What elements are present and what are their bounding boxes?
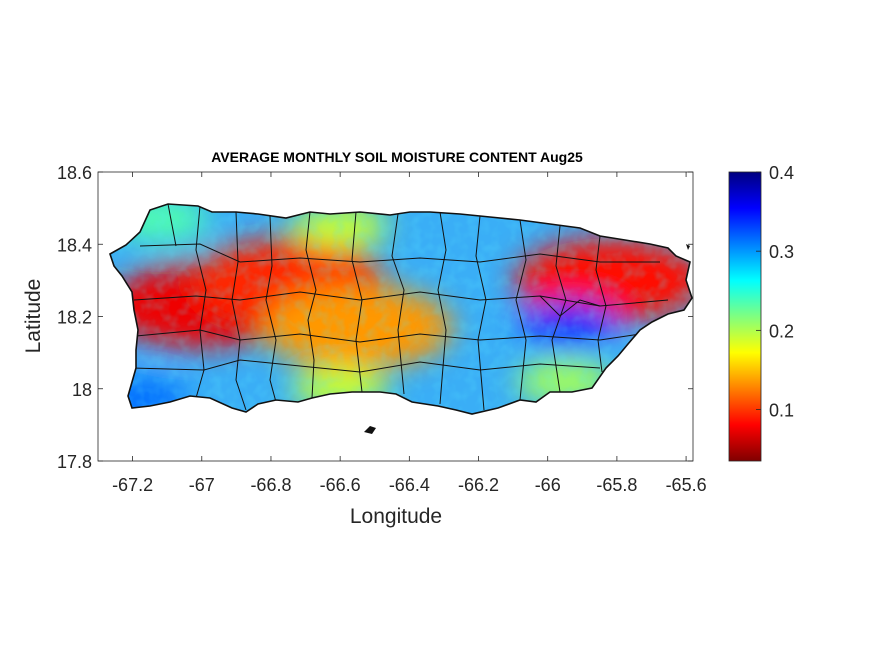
x-tick-label: -65.6 (666, 475, 707, 495)
x-axis: -67.2 -67 -66.8 -66.6 -66.4 -66.2 -66 -65.8 -65.… (112, 172, 707, 495)
y-tick-label: 18.6 (57, 163, 92, 183)
x-tick-label: -66.2 (458, 475, 499, 495)
y-tick-label: 18.4 (57, 235, 92, 255)
x-tick-label: -66 (535, 475, 561, 495)
colorbar-ticks: 0.1 0.2 0.3 0.4 (756, 163, 794, 421)
x-tick-label: -66.4 (389, 475, 430, 495)
x-tick-label: -65.8 (596, 475, 637, 495)
islet-east (686, 244, 690, 250)
x-tick-label: -67.2 (112, 475, 153, 495)
colorbar-tick-label: 0.2 (769, 321, 794, 341)
island-coastline (109, 203, 693, 415)
x-tick-label: -66.8 (250, 475, 291, 495)
y-axis: 17.8 18 18.2 18.4 18.6 (57, 163, 693, 472)
x-tick-label: -67 (189, 475, 215, 495)
y-axis-label: Latitude (22, 279, 45, 354)
colorbar (728, 171, 762, 462)
islet-caja-de-muertos (364, 426, 376, 434)
y-tick-label: 18 (72, 380, 92, 400)
x-tick-label: -66.6 (320, 475, 361, 495)
y-tick-label: 17.8 (57, 452, 92, 472)
colorbar-tick-label: 0.3 (769, 242, 794, 262)
y-tick-label: 18.2 (57, 308, 92, 328)
colorbar-tick-label: 0.4 (769, 163, 794, 183)
chart-title: AVERAGE MONTHLY SOIL MOISTURE CONTENT Au… (211, 149, 583, 165)
x-axis-label: Longitude (350, 505, 442, 528)
municipality-boundaries (131, 204, 669, 411)
colorbar-tick-label: 0.1 (769, 401, 794, 421)
